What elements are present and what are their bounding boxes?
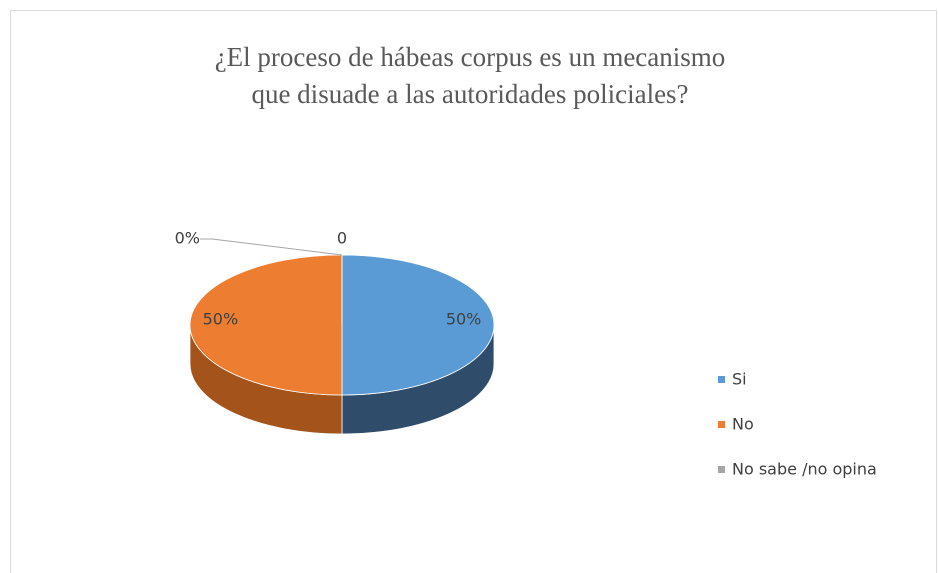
data-label: 50% [203,310,239,329]
legend-label: Si [732,370,747,389]
chart-title: ¿El proceso de hábeas corpus es un mecan… [215,42,726,109]
legend-swatch [718,421,725,428]
pie-slice [341,254,495,396]
data-label: 50% [446,310,482,329]
legend-label: No [732,415,754,434]
data-label: 0% [175,229,200,248]
pie-slice [189,254,343,396]
legend-swatch [718,376,725,383]
leader-line [200,238,343,256]
legend-swatch [718,466,725,473]
annotation: 0 [337,229,347,248]
legend-label: No sabe /no opina [732,460,877,479]
